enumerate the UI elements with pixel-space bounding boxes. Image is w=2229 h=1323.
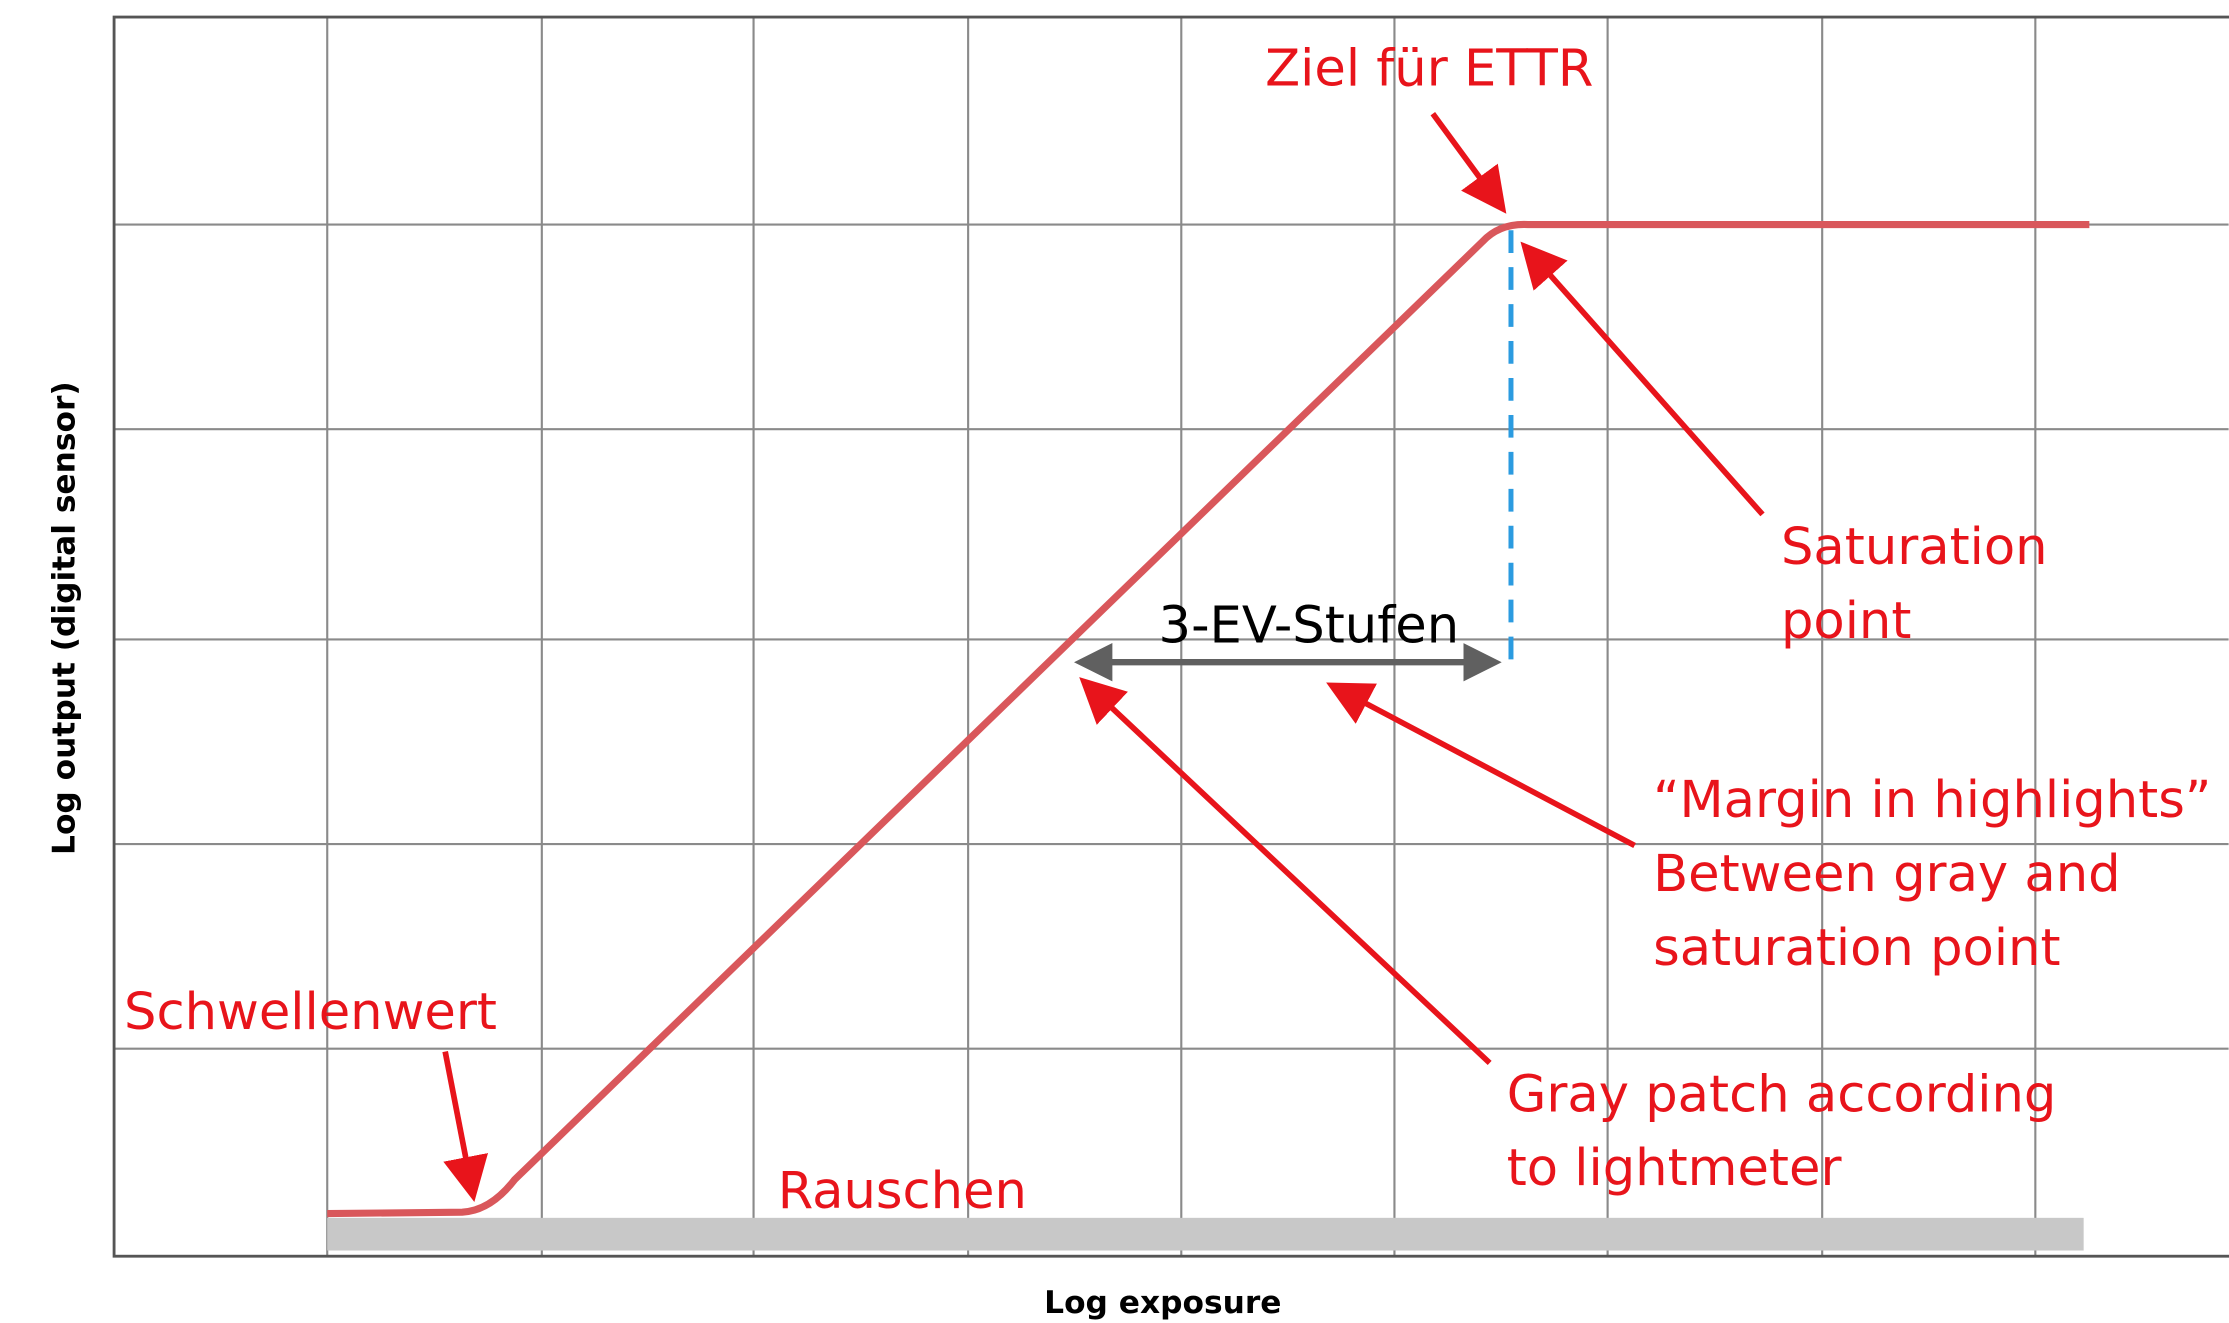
response-curve [327, 220, 2090, 1218]
y-axis-label: Log output (digital sensor) [46, 381, 82, 855]
annotation: Rauschen [778, 1162, 1027, 1221]
annotation: 3-EV-Stufen [1159, 596, 1460, 655]
annotation: point [1781, 592, 1911, 651]
annotation: saturation point [1653, 919, 2060, 978]
noise-bar [327, 1217, 2084, 1251]
arrow [1520, 241, 1765, 517]
annotation: Gray patch according [1507, 1065, 2057, 1124]
arrow [1430, 112, 1507, 214]
arrow [1326, 682, 1636, 849]
plot-frame [112, 15, 2229, 1258]
annotation: Schwellenwert [124, 983, 497, 1042]
annotation: “Margin in highlights” [1653, 771, 2211, 830]
x-axis-label: Log exposure [1044, 1285, 1281, 1321]
arrow [442, 1051, 489, 1203]
annotation: to lightmeter [1507, 1139, 1843, 1198]
annotation: Between gray and [1653, 845, 2121, 904]
arrows [442, 112, 1765, 1203]
annotation: Saturation [1781, 518, 2048, 577]
arrow [1079, 677, 1492, 1066]
annotation: Ziel für ETTR [1265, 39, 1593, 98]
